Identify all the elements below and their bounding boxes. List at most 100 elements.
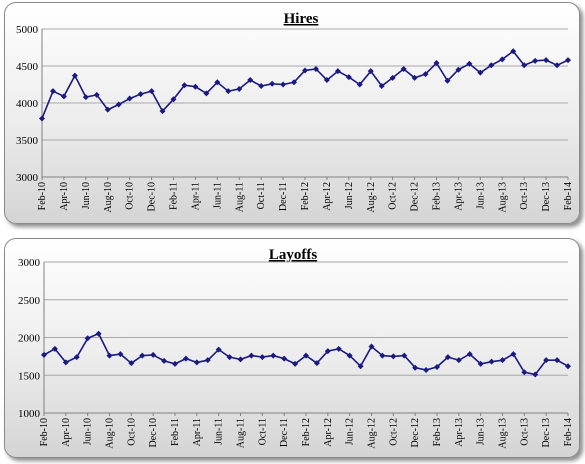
- hires-data-point: [499, 56, 506, 63]
- layoffs-x-tick-label: Oct-13: [519, 418, 530, 446]
- layoffs-x-tick-label: Aug-13: [498, 418, 509, 449]
- layoffs-x-tick-label: Jun-10: [83, 418, 94, 445]
- layoffs-data-point: [357, 363, 364, 370]
- layoffs-data-point: [543, 357, 550, 364]
- layoffs-x-tick-label: Feb-12: [301, 418, 312, 446]
- hires-data-point: [422, 71, 429, 78]
- hires-data-point: [60, 93, 67, 100]
- hires-data-point: [532, 57, 539, 64]
- layoffs-x-tick-label: Jun-12: [345, 418, 356, 445]
- hires-x-tick-label: Oct-11: [256, 182, 267, 209]
- layoffs-chart-title: Layoffs: [269, 247, 317, 263]
- hires-data-point: [247, 77, 254, 84]
- hires-data-point: [466, 60, 473, 67]
- hires-x-tick-label: Apr-11: [190, 182, 201, 210]
- layoffs-data-point: [95, 330, 102, 337]
- layoffs-data-point: [565, 363, 571, 370]
- hires-x-tick-label: Feb-13: [432, 182, 443, 210]
- hires-y-tick-label: 5000: [16, 24, 39, 36]
- hires-data-point: [291, 79, 298, 86]
- layoffs-x-tick-label: Aug-10: [105, 418, 116, 449]
- hires-data-point: [433, 60, 440, 67]
- layoffs-data-point: [313, 360, 320, 367]
- hires-x-tick-label: Oct-12: [388, 182, 399, 210]
- layoffs-x-tick-label: Dec-12: [410, 418, 421, 447]
- layoffs-data-point: [401, 352, 408, 359]
- hires-data-point: [345, 74, 352, 81]
- hires-x-tick-label: Feb-10: [37, 182, 48, 210]
- layoffs-data-point: [532, 371, 539, 378]
- layoffs-data-point: [117, 351, 124, 358]
- hires-x-tick-label: Feb-14: [563, 182, 574, 210]
- hires-x-tick-label: Oct-10: [125, 182, 136, 210]
- layoffs-y-tick-label: 2000: [18, 333, 41, 345]
- layoffs-x-tick-label: Oct-11: [257, 418, 268, 445]
- layoffs-data-point: [455, 357, 462, 364]
- layoffs-data-point: [193, 359, 200, 366]
- hires-x-tick-label: Aug-11: [234, 182, 245, 212]
- layoffs-chart-panel: Layoffs 1000 1500 2000 2500 3000 Feb-10 Apr-10…: [4, 238, 580, 458]
- hires-data-point: [488, 62, 495, 69]
- layoffs-data-point: [477, 360, 484, 367]
- hires-y-tick-label: 3000: [16, 172, 39, 184]
- hires-data-point: [455, 66, 462, 73]
- layoffs-x-tick-label: Dec-10: [148, 418, 159, 447]
- hires-y-tick-label: 4000: [16, 98, 39, 110]
- layoffs-data-point: [521, 369, 528, 376]
- hires-data-point: [181, 82, 188, 89]
- layoffs-data-point: [499, 357, 506, 364]
- hires-x-tick-label: Apr-13: [453, 182, 464, 211]
- layoffs-x-tick-label: Apr-12: [323, 418, 334, 447]
- layoffs-data-point: [270, 352, 277, 359]
- hires-data-point: [93, 91, 100, 98]
- layoffs-data-point: [128, 360, 135, 367]
- hires-data-point: [214, 79, 221, 86]
- layoffs-data-point: [62, 359, 69, 366]
- hires-y-tick-label: 3500: [16, 135, 39, 147]
- hires-data-point: [302, 67, 308, 74]
- layoffs-data-point: [215, 346, 222, 353]
- hires-data-point: [39, 115, 45, 122]
- hires-data-point: [543, 57, 550, 64]
- layoffs-x-tick-label: Feb-13: [432, 418, 443, 446]
- hires-x-tick-label: Dec-13: [541, 182, 552, 211]
- hires-x-tick-label: Jun-11: [212, 182, 223, 209]
- hires-x-tick-label: Feb-11: [169, 182, 180, 210]
- hires-data-point: [170, 96, 177, 103]
- layoffs-x-tick-label: Apr-13: [454, 418, 465, 447]
- hires-data-point: [323, 77, 330, 84]
- hires-data-point: [104, 106, 111, 113]
- hires-x-tick-label: Jun-12: [344, 182, 355, 209]
- layoffs-x-tick-label: Dec-11: [279, 418, 290, 447]
- hires-chart: Hires 3000 3500 4000 4500 5000 Feb-10 Apr-10 Ju…: [16, 11, 574, 213]
- hires-data-point: [554, 62, 561, 69]
- layoffs-x-tick-label: Jun-11: [214, 418, 225, 445]
- layoffs-x-tick-label: Feb-14: [563, 418, 574, 446]
- layoffs-data-point: [466, 351, 473, 358]
- layoffs-data-point: [182, 355, 189, 362]
- hires-chart-title: Hires: [284, 11, 319, 27]
- layoffs-data-point: [51, 345, 58, 352]
- layoffs-data-point: [390, 353, 397, 360]
- hires-data-point: [236, 85, 243, 92]
- layoffs-data-point: [41, 351, 47, 358]
- hires-data-point: [312, 65, 319, 72]
- hires-data-point: [477, 69, 484, 76]
- hires-data-point: [510, 48, 517, 55]
- hires-data-point: [269, 80, 276, 87]
- hires-x-tick-label: Aug-10: [103, 182, 114, 213]
- hires-data-point: [444, 77, 451, 84]
- layoffs-x-tick-label: Aug-12: [367, 418, 378, 449]
- layoffs-data-point: [510, 351, 517, 358]
- hires-data-point: [389, 74, 396, 81]
- hires-data-point: [203, 90, 210, 97]
- layoffs-x-tick-label: Oct-10: [126, 418, 137, 446]
- layoffs-data-point: [259, 354, 266, 361]
- layoffs-data-point: [346, 352, 353, 359]
- hires-x-tick-label: Jun-10: [81, 182, 92, 209]
- hires-data-point: [225, 88, 232, 95]
- hires-y-tick-label: 4500: [16, 61, 39, 73]
- layoffs-x-tick-label: Feb-10: [39, 418, 50, 446]
- layoffs-data-point: [237, 356, 244, 363]
- layoffs-data-point: [281, 355, 288, 362]
